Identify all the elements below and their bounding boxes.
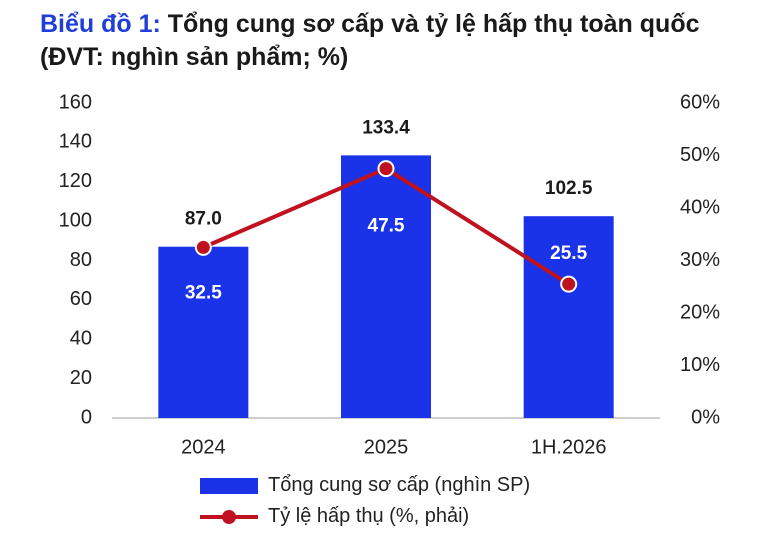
legend-item-bar: Tổng cung sơ cấp (nghìn SP) [200, 470, 530, 501]
line-value-label: 25.5 [550, 243, 587, 264]
bar [158, 246, 249, 418]
y2-tick-label: 60% [680, 91, 720, 113]
y-tick-label: 80 [70, 249, 92, 271]
y-tick-label: 0 [81, 406, 92, 428]
x-tick-label: 1H.2026 [531, 436, 607, 458]
line-value-label: 47.5 [368, 216, 405, 237]
bar-value-label: 133.4 [362, 117, 410, 138]
legend-line-label: Tỷ lệ hấp thụ (%, phải) [268, 505, 470, 527]
y-tick-label: 100 [59, 209, 92, 231]
bar [341, 155, 431, 418]
y2-tick-label: 30% [680, 249, 720, 271]
y2-tick-label: 40% [680, 196, 720, 218]
line-point [560, 275, 578, 293]
y2-tick-label: 0% [691, 406, 720, 428]
legend-bar-label: Tổng cung sơ cấp (nghìn SP) [268, 474, 531, 496]
line-point [194, 238, 212, 256]
bar [523, 216, 614, 418]
legend: Tổng cung sơ cấp (nghìn SP) Tỷ lệ hấp th… [200, 470, 530, 532]
chart-unit: (ĐVT: nghìn sản phẩm; %) [40, 43, 349, 71]
chart-title-main: Tổng cung sơ cấp và tỷ lệ hấp thụ toàn q… [160, 10, 700, 38]
legend-item-line: Tỷ lệ hấp thụ (%, phải) [200, 501, 530, 532]
y-tick-label: 140 [59, 131, 92, 153]
y2-tick-label: 10% [680, 354, 720, 376]
legend-line-swatch [200, 509, 258, 525]
bar-value-label: 87.0 [185, 209, 222, 230]
x-tick-label: 2025 [364, 436, 409, 458]
chart-title: Biểu đồ 1: Tổng cung sơ cấp và tỷ lệ hấp… [40, 8, 750, 41]
combo-chart: 0 20 40 60 80 100 120 140 160 0% 10% 20% 30% 40% 50% 60… [59, 91, 721, 458]
chart-title-block: Biểu đồ 1: Tổng cung sơ cấp và tỷ lệ hấp… [40, 8, 750, 74]
line-value-label: 32.5 [185, 282, 222, 303]
chart-title-prefix: Biểu đồ 1: [40, 10, 161, 38]
line-point [377, 160, 395, 178]
y2-tick-label: 20% [680, 301, 720, 323]
y-tick-label: 60 [70, 288, 92, 310]
y-tick-label: 120 [59, 170, 92, 192]
y-tick-label: 40 [70, 328, 92, 350]
bar-value-label: 102.5 [545, 178, 593, 199]
y2-tick-label: 50% [680, 144, 720, 166]
legend-bar-swatch [200, 477, 258, 494]
y-tick-label: 20 [70, 367, 92, 389]
y-tick-label: 160 [59, 91, 92, 113]
x-tick-label: 2024 [181, 436, 226, 458]
